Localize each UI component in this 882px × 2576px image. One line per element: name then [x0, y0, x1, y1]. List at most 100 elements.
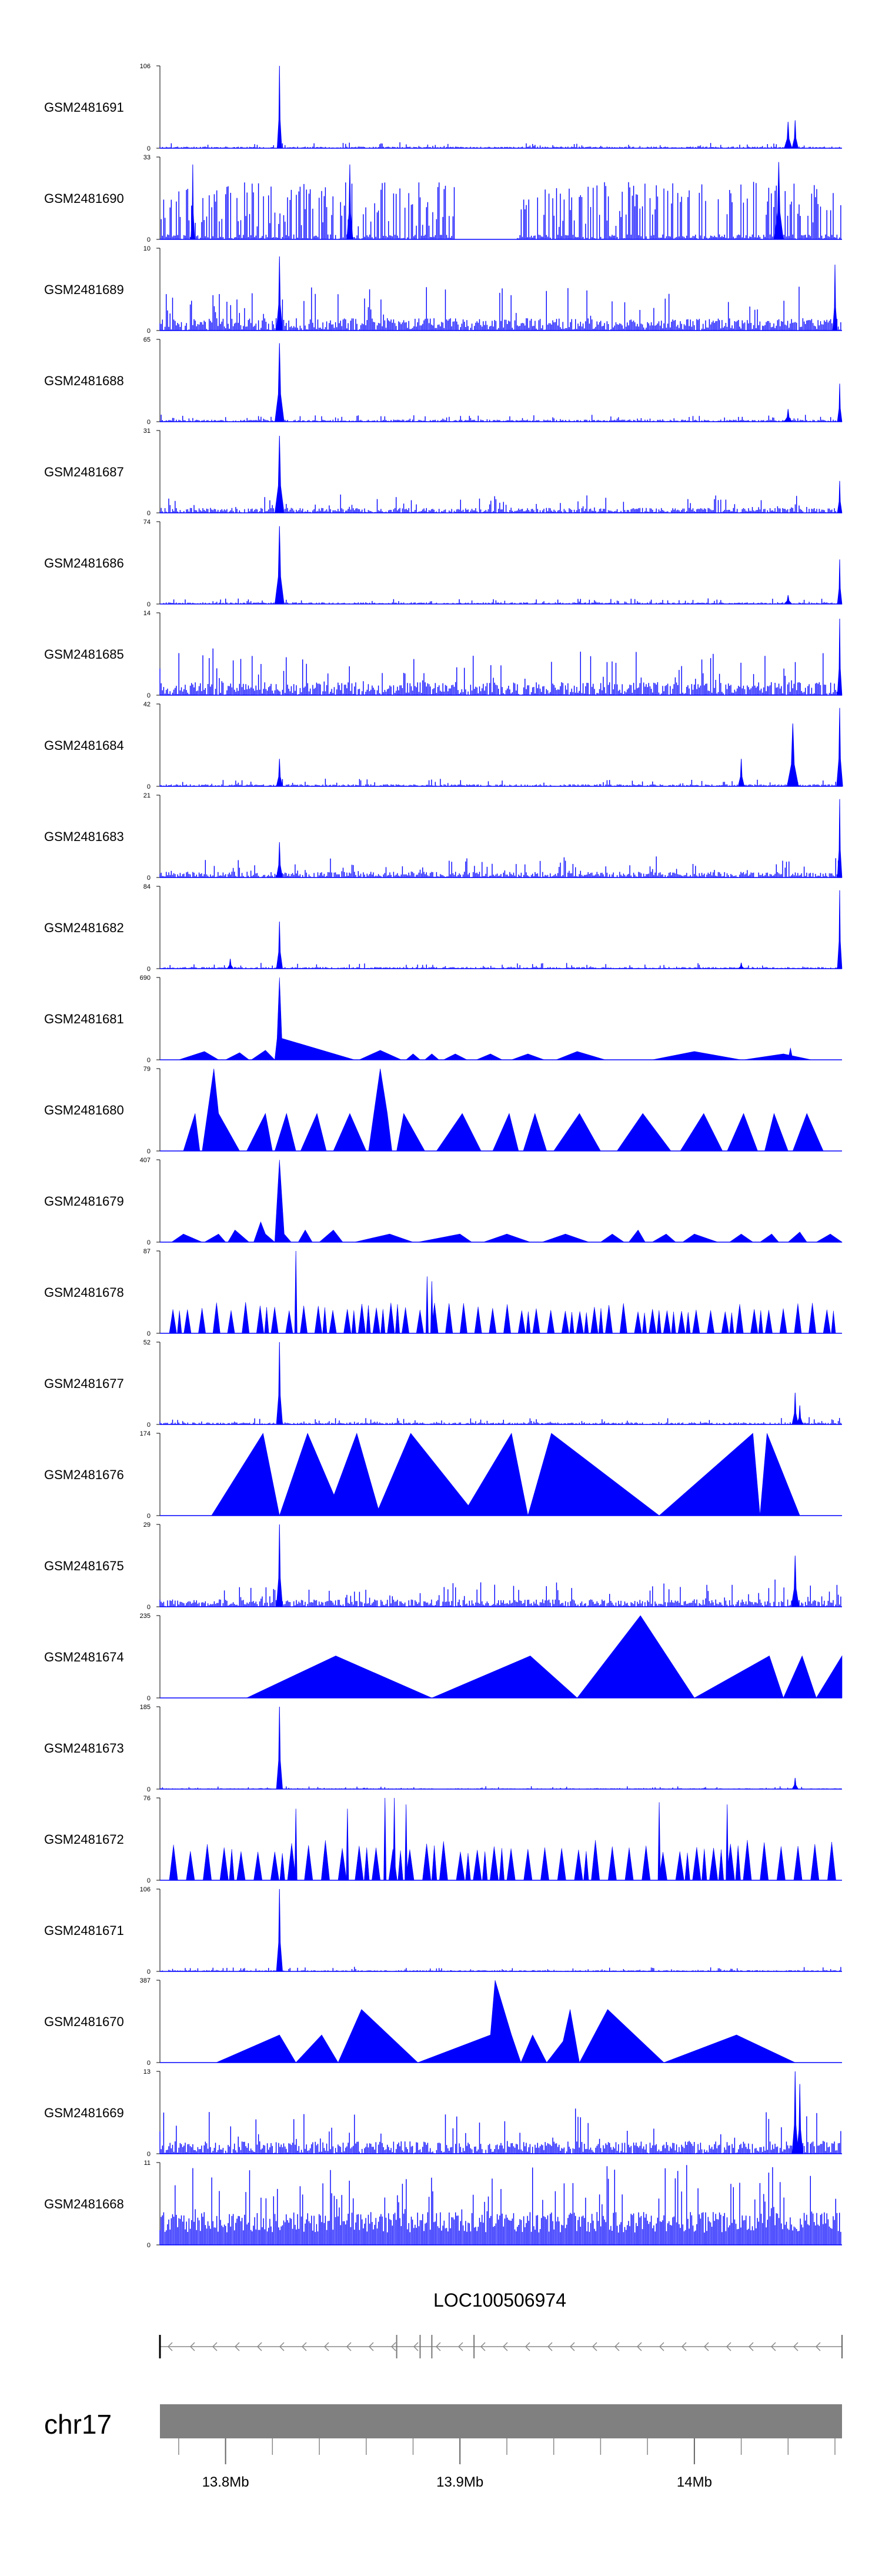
strand-arrow-icon [234, 2342, 240, 2351]
track-GSM2481680: GSM2481680 79 0 [44, 1066, 842, 1155]
strand-arrow-icon [301, 2342, 307, 2351]
coverage-peak [294, 1250, 298, 1334]
track-GSM2481681: GSM2481681 690 0 [44, 975, 842, 1064]
coverage-peak [737, 759, 745, 787]
y-axis-min-label: 0 [147, 1057, 151, 1064]
coverage-area [216, 1980, 796, 2063]
track-GSM2481671: GSM2481671 106 0 [44, 1886, 842, 1976]
track-label: GSM2481680 [44, 1103, 124, 1117]
y-axis-max-label: 31 [143, 428, 151, 435]
track-label: GSM2481681 [44, 1012, 124, 1026]
axis-tick-label: 13.9Mb [436, 2474, 483, 2490]
strand-arrow-icon [167, 2342, 173, 2351]
strand-arrow-icon [793, 2342, 799, 2351]
coverage-peak [784, 122, 793, 149]
y-axis-max-label: 76 [143, 1795, 151, 1802]
track-GSM2481687: GSM2481687 31 0 [44, 428, 843, 517]
strand-arrow-icon [726, 2342, 731, 2351]
y-axis-max-label: 185 [140, 1704, 151, 1711]
coverage-signal [159, 598, 841, 604]
strand-arrow-icon [480, 2342, 486, 2351]
gene-label: LOC100506974 [433, 2290, 566, 2311]
coverage-peak [276, 921, 283, 969]
y-axis-min-label: 0 [147, 510, 151, 517]
y-axis-min-label: 0 [147, 966, 151, 973]
y-axis-min-label: 0 [147, 236, 151, 243]
coverage-signal [159, 856, 841, 877]
coverage-peak [791, 1393, 799, 1425]
coverage-peak [791, 120, 799, 149]
strand-arrow-icon [212, 2342, 218, 2351]
coverage-peak [276, 842, 283, 878]
y-axis-min-label: 0 [147, 1239, 151, 1246]
coverage-peak [393, 1797, 396, 1881]
track-label: GSM2481686 [44, 556, 124, 570]
coverage-peak [796, 2084, 803, 2154]
track-GSM2481670: GSM2481670 387 0 [44, 1977, 842, 2067]
y-axis-min-label: 0 [147, 1877, 151, 1884]
track-label: GSM2481671 [44, 1923, 124, 1938]
track-label: GSM2481690 [44, 191, 124, 206]
y-axis-max-label: 33 [143, 154, 151, 161]
y-axis-min-label: 0 [147, 1786, 151, 1793]
track-label: GSM2481673 [44, 1741, 124, 1756]
track-GSM2481690: GSM2481690 33 0 [44, 154, 842, 243]
track-GSM2481684: GSM2481684 42 0 [44, 701, 843, 790]
track-label: GSM2481679 [44, 1194, 124, 1209]
track-GSM2481689: GSM2481689 10 0 [44, 245, 842, 335]
strand-arrow-icon [681, 2342, 687, 2351]
strand-arrow-icon [435, 2342, 441, 2351]
coverage-area [183, 1068, 824, 1152]
strand-arrow-icon [748, 2342, 754, 2351]
strand-arrow-icon [592, 2342, 597, 2351]
coverage-signal [159, 648, 841, 695]
coverage-signal [159, 1579, 841, 1607]
strand-arrow-icon [815, 2342, 821, 2351]
track-GSM2481685: GSM2481685 14 0 [44, 610, 843, 699]
y-axis-max-label: 11 [144, 2160, 151, 2167]
track-label: GSM2481676 [44, 1467, 124, 1482]
y-axis-min-label: 0 [147, 1604, 151, 1611]
track-label: GSM2481688 [44, 373, 124, 388]
axis-tick-label: 14Mb [677, 2474, 712, 2490]
track-label: GSM2481670 [44, 2014, 124, 2029]
y-axis-min-label: 0 [147, 1422, 151, 1429]
coverage-signal [159, 2165, 841, 2245]
coverage-peak [276, 256, 283, 331]
coverage-signal [159, 1786, 841, 1789]
y-axis-max-label: 10 [143, 245, 151, 252]
coverage-peak [837, 890, 843, 969]
coverage-peak [774, 162, 784, 240]
gene-track: LOC100506974 [159, 2290, 843, 2358]
coverage-peak [276, 759, 283, 787]
y-axis-max-label: 87 [143, 1248, 151, 1255]
y-axis-max-label: 690 [140, 975, 151, 982]
coverage-peak [276, 1888, 283, 1972]
tracks-layer: GSM2481691 106 0 GSM2481690 33 0 GSM2481689 10 0… [44, 63, 843, 2249]
y-axis-max-label: 387 [140, 1977, 151, 1984]
coverage-peak [405, 1804, 408, 1881]
y-axis-min-label: 0 [147, 328, 151, 335]
coverage-signal [159, 779, 841, 786]
coverage-peak [791, 1556, 800, 1607]
coverage-signal [159, 142, 841, 148]
track-GSM2481677: GSM2481677 52 0 [44, 1339, 842, 1429]
strand-arrow-icon [256, 2342, 262, 2351]
strand-arrow-icon [323, 2342, 329, 2351]
y-axis-min-label: 0 [147, 692, 151, 699]
track-GSM2481679: GSM2481679 407 0 [44, 1157, 843, 1246]
y-axis-max-label: 106 [140, 63, 151, 70]
coverage-signal [159, 963, 841, 969]
y-axis-min-label: 0 [147, 1330, 151, 1337]
track-label: GSM2481687 [44, 465, 124, 479]
coverage-peak [837, 799, 843, 878]
y-axis-min-label: 0 [147, 601, 151, 608]
y-axis-max-label: 13 [143, 2068, 151, 2076]
strand-arrow-icon [524, 2342, 530, 2351]
track-label: GSM2481674 [44, 1650, 124, 1664]
coverage-peak [783, 595, 793, 605]
coverage-peak [346, 164, 353, 240]
track-GSM2481668: GSM2481668 11 0 [44, 2160, 842, 2249]
track-GSM2481676: GSM2481676 174 0 [44, 1430, 842, 1520]
